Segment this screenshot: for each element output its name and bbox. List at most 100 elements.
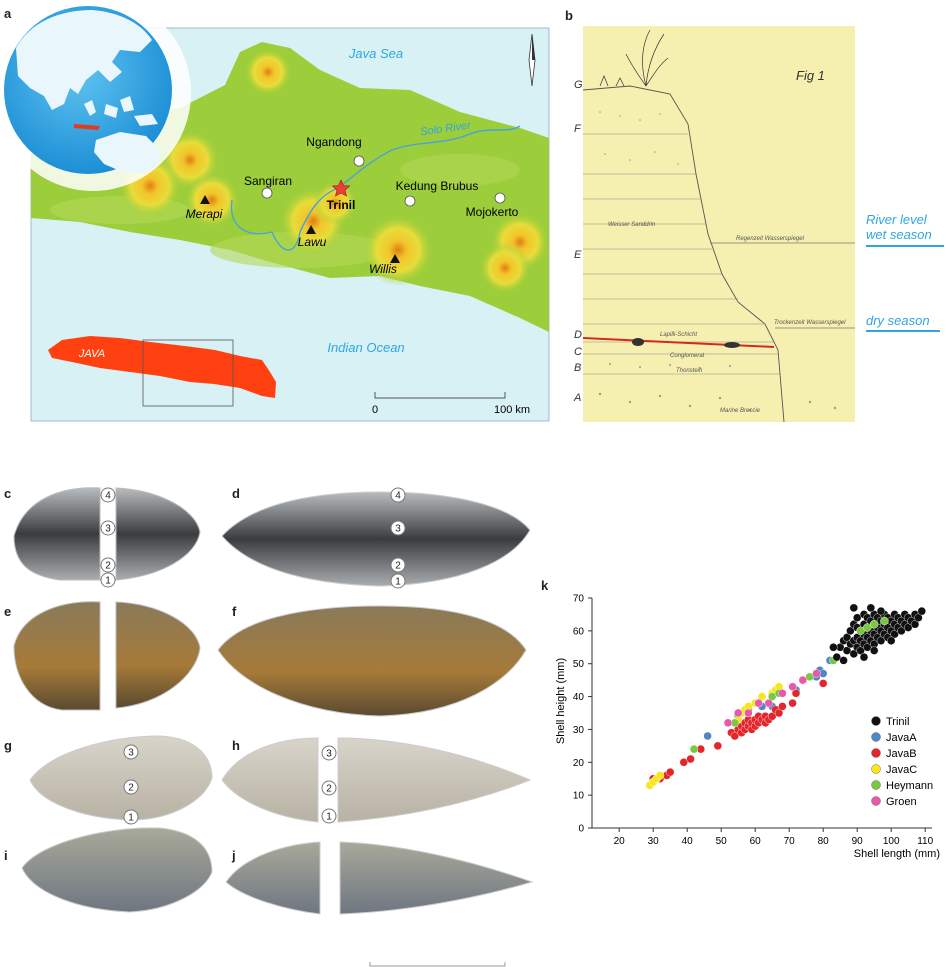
wet-season-label-1: River level [866, 212, 927, 227]
layer-label-g: G [574, 79, 583, 91]
volcano-icon [306, 225, 316, 234]
y-tick-label: 50 [573, 659, 585, 670]
x-tick-label: 40 [682, 836, 694, 847]
point-heymann [805, 672, 814, 682]
layer-label-d: D [574, 329, 582, 341]
legend-label-javac: JavaC [886, 764, 917, 776]
point-trinil [914, 613, 923, 622]
site-marker [494, 192, 506, 204]
point-trinil [863, 643, 872, 652]
point-heymann [689, 744, 699, 754]
annotation-weisser-sanddrin: Weisser Sanddrin [608, 222, 656, 228]
volcano-label-merapi: Merapi [186, 207, 223, 221]
point-trinil [876, 606, 886, 616]
point-heymann [870, 620, 879, 629]
point-groen [733, 708, 743, 718]
site-label-trinil: Trinil [327, 198, 356, 212]
x-tick-label: 70 [784, 836, 796, 847]
panel-label-d: d [232, 486, 240, 501]
panel-label-b: b [565, 8, 573, 23]
java-map: Java Sea Indian Ocean Solo River Merapi … [0, 0, 550, 422]
marker-d-2: 2 [395, 561, 401, 572]
point-javab [791, 689, 801, 698]
annotation-marine-breccie: Marine Breccie [720, 408, 761, 414]
marker-c-3: 3 [105, 524, 111, 535]
site-label-kedung-brubus: Kedung Brubus [396, 179, 479, 193]
point-trinil [856, 646, 865, 655]
point-trinil [870, 646, 879, 655]
marker-h-1: 1 [326, 812, 332, 823]
panel-label-h: h [232, 738, 240, 753]
point-heymann [767, 692, 777, 701]
point-groen [812, 669, 821, 678]
x-tick-label: 20 [614, 836, 626, 847]
y-tick-label: 30 [573, 725, 585, 736]
layer-label-b: B [574, 362, 581, 374]
point-javaa [703, 731, 712, 741]
volcano-label-willis: Willis [369, 262, 397, 276]
x-tick-label: 110 [917, 836, 933, 847]
trinil-star-icon [331, 179, 351, 197]
inset-extent-box [142, 339, 234, 407]
marker-c-1: 1 [105, 576, 111, 587]
point-trinil [910, 620, 920, 629]
dry-season-label: dry season [866, 313, 930, 328]
x-tick-label: 50 [716, 836, 728, 847]
point-javac [655, 771, 665, 780]
point-trinil [897, 626, 906, 636]
point-javab [774, 708, 784, 718]
legend-swatch [871, 716, 881, 726]
volcano-icon [200, 195, 210, 204]
dry-season-note: dry season [866, 313, 940, 332]
java-inset-shape [48, 336, 276, 398]
annotation-lapilli: Lapilli-Schicht [660, 332, 697, 338]
legend-swatch [871, 764, 881, 774]
legend-label-groen: Groen [886, 796, 917, 808]
marker-g-3: 3 [128, 748, 134, 759]
shell-d [221, 491, 531, 587]
panel-label-a: a [4, 6, 12, 21]
indian-ocean-label: Indian Ocean [327, 340, 404, 355]
point-trinil [849, 603, 858, 613]
point-groen [754, 698, 763, 708]
site-label-mojokerto: Mojokerto [466, 205, 519, 219]
marker-g-1: 1 [128, 813, 134, 824]
point-javab [767, 712, 777, 721]
shell-c [13, 487, 201, 581]
y-tick-label: 20 [573, 758, 585, 769]
legend-label-trinil: Trinil [886, 716, 909, 728]
legend-swatch [871, 732, 881, 742]
marker-h-2: 2 [326, 784, 332, 795]
y-tick-label: 0 [578, 824, 584, 835]
x-tick-label: 30 [648, 836, 660, 847]
x-tick-label: 100 [883, 836, 900, 847]
shell-h [221, 737, 532, 823]
panel-label-e: e [4, 604, 12, 619]
point-javab [819, 679, 828, 688]
marker-c-4: 4 [105, 491, 111, 502]
globe-icon [4, 6, 172, 174]
volcano-icon [390, 254, 400, 263]
lapilli-layer-line [582, 337, 775, 348]
point-trinil [829, 643, 838, 652]
point-heymann [880, 616, 889, 626]
marker-g-2: 2 [128, 783, 134, 794]
marker-h-3: 3 [326, 749, 332, 760]
vegetation-icon [599, 29, 669, 87]
x-tick-label: 90 [852, 836, 864, 847]
annotation-conglomerat: Conglomerat [670, 353, 705, 359]
panel-label-c: c [4, 486, 12, 501]
point-trinil [842, 633, 852, 642]
shell-j [225, 841, 534, 915]
point-trinil [876, 636, 886, 645]
point-javab [730, 731, 740, 741]
legend-label-heymann: Heymann [886, 780, 933, 792]
layer-label-a: A [573, 392, 581, 404]
point-javab [686, 754, 695, 764]
point-trinil [890, 629, 899, 639]
section-fig-title: Fig 1 [796, 68, 825, 83]
panel-label-j: j [232, 848, 236, 863]
point-groen [798, 675, 808, 685]
site-marker [261, 187, 273, 199]
site-marker [404, 195, 416, 207]
